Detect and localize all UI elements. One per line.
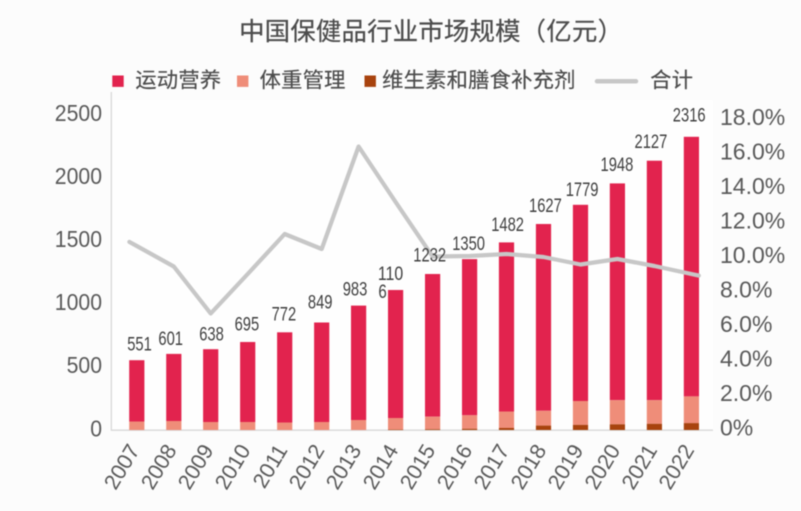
svg-text:4.0%: 4.0% <box>720 346 772 372</box>
svg-text:6.0%: 6.0% <box>720 311 772 337</box>
svg-text:18.0%: 18.0% <box>720 104 785 130</box>
svg-text:0%: 0% <box>720 414 753 440</box>
svg-text:1350: 1350 <box>452 234 485 255</box>
svg-text:1948: 1948 <box>601 155 634 176</box>
svg-text:1500: 1500 <box>55 226 102 252</box>
svg-text:772: 772 <box>272 304 297 325</box>
svg-text:1232: 1232 <box>413 246 446 267</box>
svg-text:1482: 1482 <box>491 215 524 236</box>
svg-text:16.0%: 16.0% <box>720 139 785 165</box>
svg-text:551: 551 <box>127 334 152 355</box>
svg-text:0: 0 <box>90 415 102 441</box>
svg-text:2500: 2500 <box>55 100 102 126</box>
svg-text:2000: 2000 <box>55 163 102 189</box>
svg-text:983: 983 <box>343 280 368 301</box>
svg-text:14.0%: 14.0% <box>720 173 785 199</box>
svg-text:695: 695 <box>235 314 260 335</box>
svg-text:638: 638 <box>199 324 224 345</box>
svg-text:110: 110 <box>378 264 403 285</box>
svg-text:1627: 1627 <box>529 196 562 217</box>
svg-text:10.0%: 10.0% <box>720 242 785 268</box>
svg-text:601: 601 <box>158 329 183 350</box>
svg-text:849: 849 <box>308 292 333 313</box>
svg-text:2316: 2316 <box>673 106 706 127</box>
svg-text:2127: 2127 <box>635 132 668 153</box>
svg-text:2.0%: 2.0% <box>720 380 772 406</box>
svg-text:12.0%: 12.0% <box>720 208 785 234</box>
svg-text:1000: 1000 <box>55 289 102 315</box>
svg-text:8.0%: 8.0% <box>720 277 772 303</box>
svg-text:6: 6 <box>378 282 386 303</box>
svg-text:1779: 1779 <box>566 180 599 201</box>
svg-text:500: 500 <box>67 352 102 378</box>
